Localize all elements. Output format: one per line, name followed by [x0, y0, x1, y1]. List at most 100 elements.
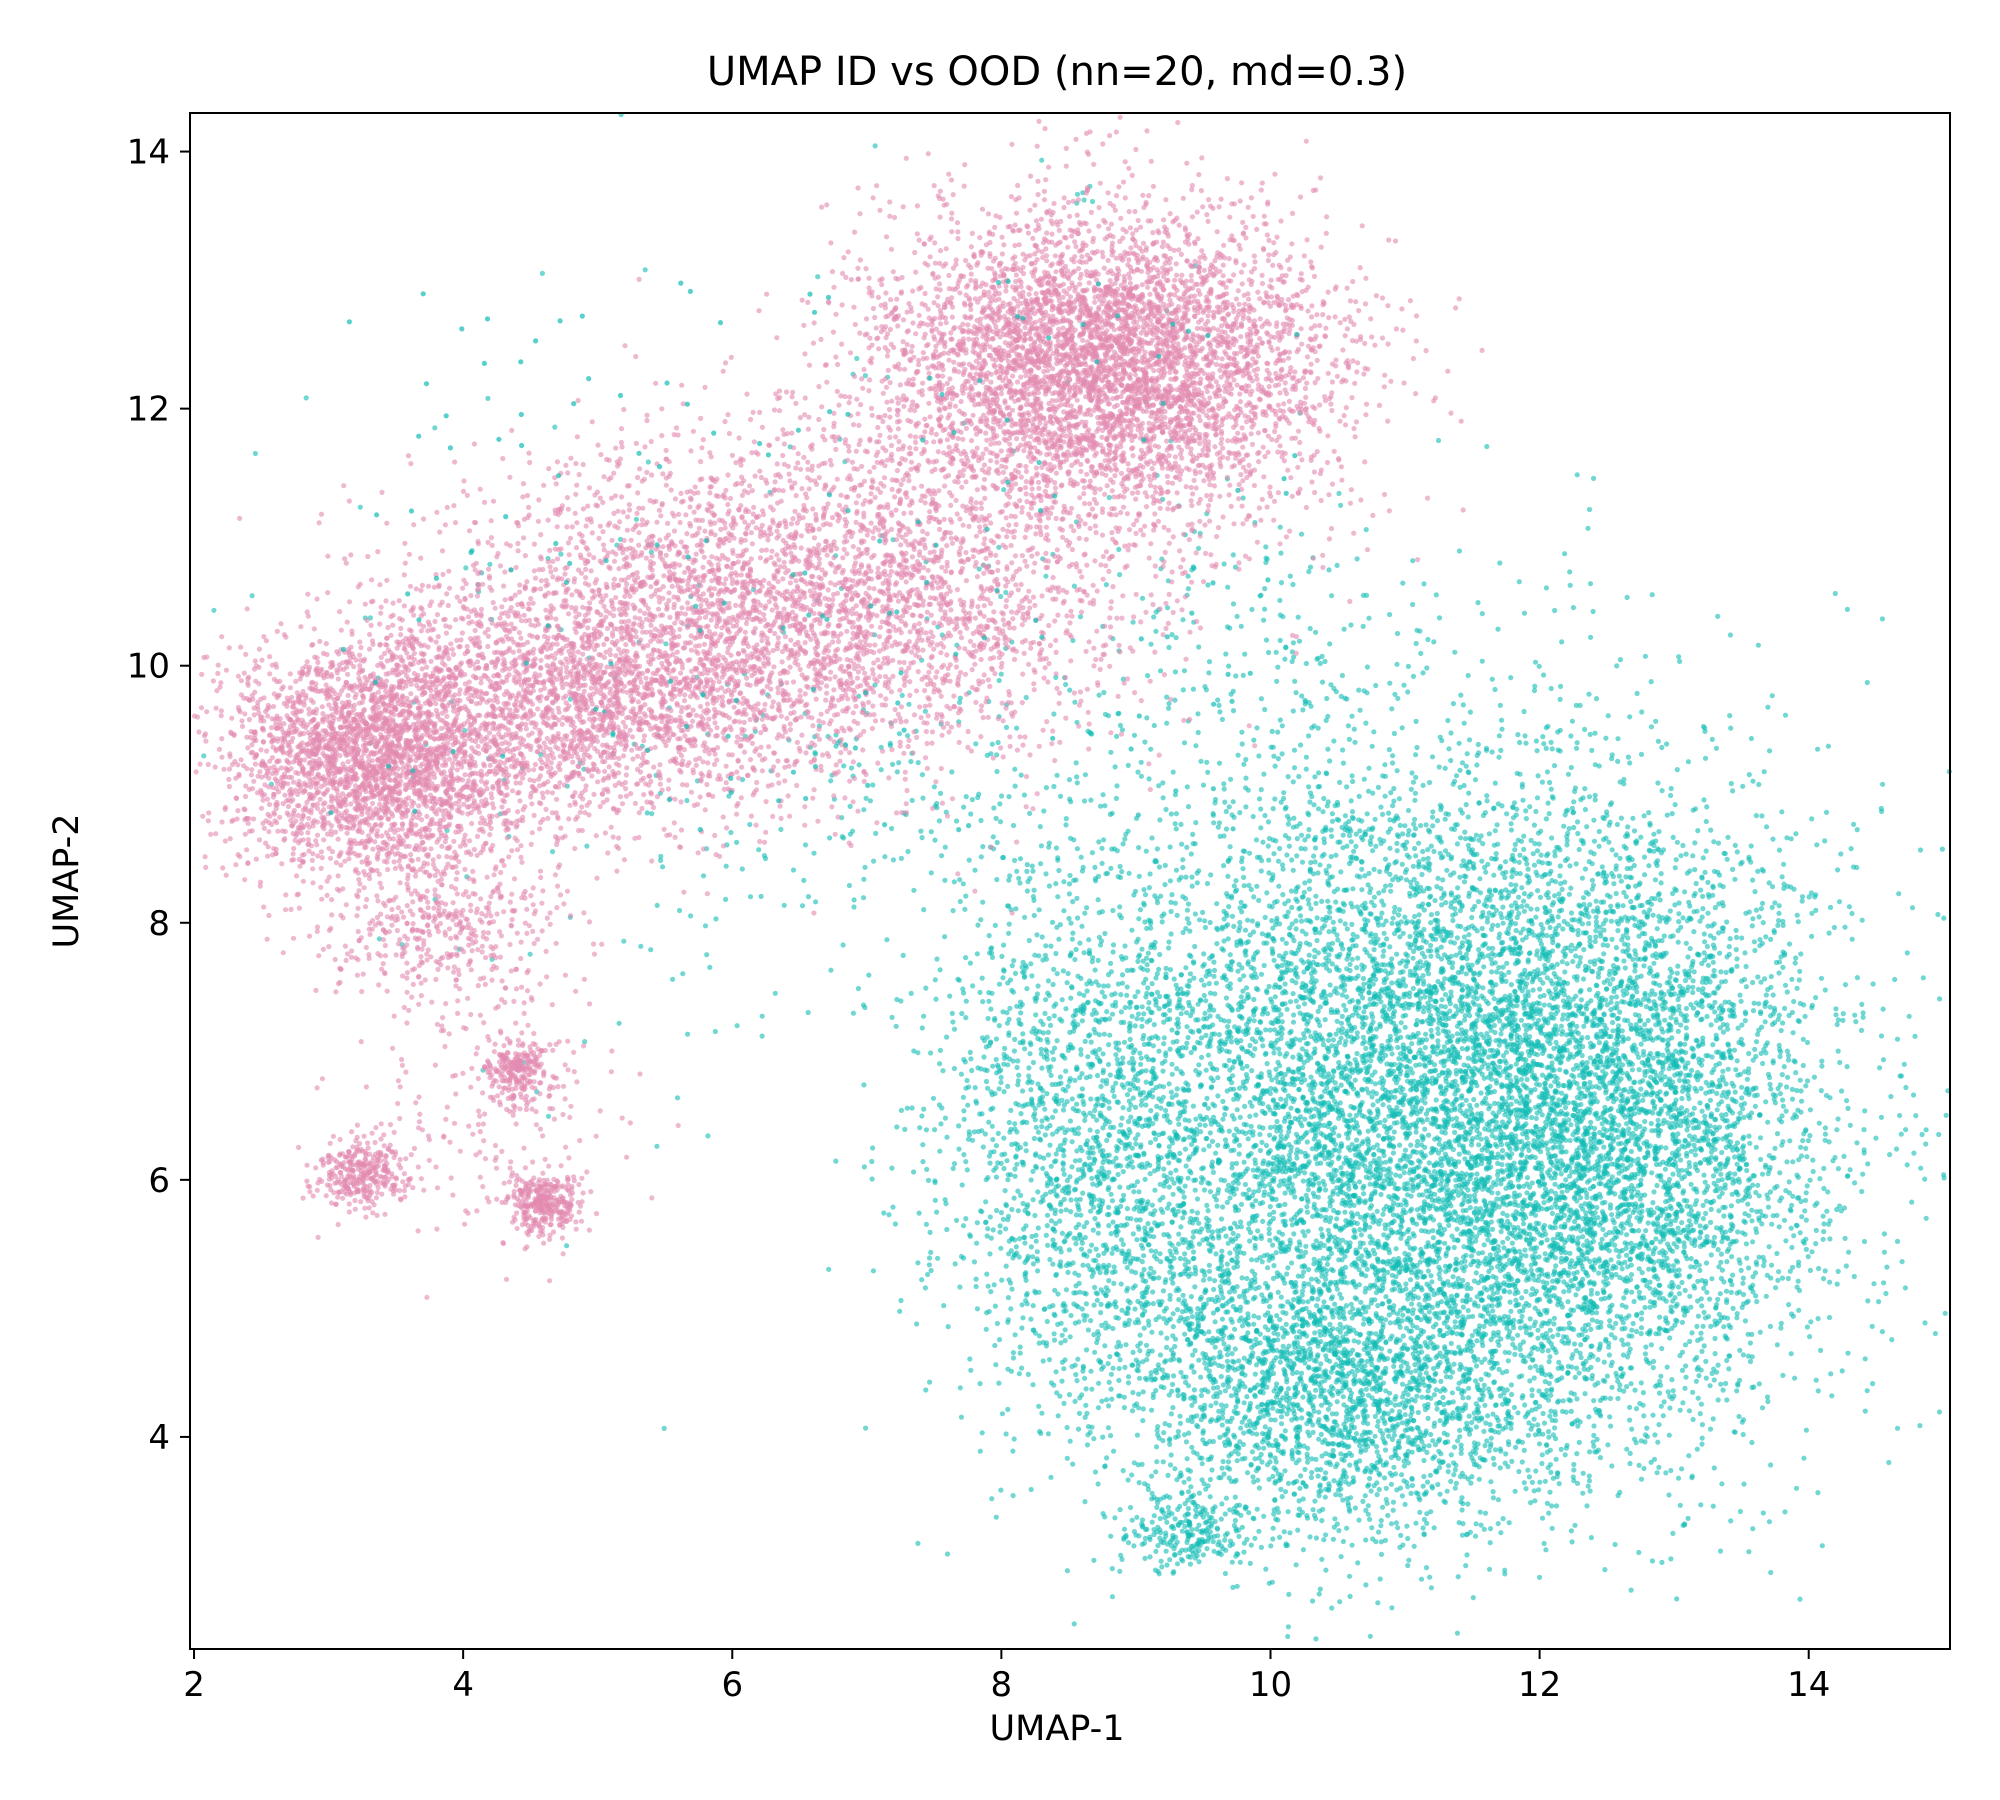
scatter-point: [1677, 1291, 1682, 1296]
scatter-point: [1933, 1331, 1938, 1336]
scatter-point: [1698, 1331, 1703, 1336]
scatter-point: [1537, 1441, 1542, 1446]
scatter-point: [1286, 1624, 1291, 1629]
scatter-point: [1368, 842, 1373, 847]
scatter-point: [1544, 585, 1549, 590]
scatter-point: [1238, 1061, 1243, 1066]
scatter-point: [1615, 928, 1620, 933]
scatter-point: [1662, 1399, 1667, 1404]
scatter-point: [1147, 776, 1152, 781]
scatter-point: [1222, 916, 1227, 921]
scatter-point: [1254, 837, 1259, 842]
scatter-point: [1299, 693, 1304, 698]
scatter-point: [1842, 925, 1847, 930]
scatter-point: [884, 937, 889, 942]
scatter-point: [1094, 1247, 1099, 1252]
scatter-point: [1670, 811, 1675, 816]
scatter-point: [1414, 1394, 1419, 1399]
scatter-point: [1546, 881, 1551, 886]
scatter-point: [1628, 899, 1633, 904]
scatter-point: [1461, 1305, 1466, 1310]
scatter-point: [1855, 975, 1860, 980]
scatter-point: [1115, 848, 1120, 853]
scatter-point: [1110, 1198, 1115, 1203]
scatter-point: [1421, 857, 1426, 862]
scatter-point: [1379, 1552, 1384, 1557]
scatter-point: [1338, 1165, 1343, 1170]
scatter-point: [1229, 1039, 1234, 1044]
scatter-point: [1576, 1086, 1581, 1091]
scatter-point: [1495, 842, 1500, 847]
scatter-point: [1217, 1032, 1222, 1037]
scatter-point: [1816, 1388, 1821, 1393]
scatter-point: [1209, 1084, 1214, 1089]
scatter-point: [1169, 1411, 1174, 1416]
scatter-point: [1569, 1528, 1574, 1533]
scatter-point: [1733, 1067, 1738, 1072]
scatter-point: [1128, 1037, 1133, 1042]
scatter-point: [1404, 1202, 1409, 1207]
scatter-point: [1369, 1094, 1374, 1099]
scatter-point: [1211, 811, 1216, 816]
scatter-point: [1660, 788, 1665, 793]
scatter-point: [1389, 980, 1394, 985]
scatter-point: [1638, 835, 1643, 840]
scatter-point: [1348, 968, 1353, 973]
scatter-point: [1353, 844, 1358, 849]
scatter-point: [1452, 779, 1457, 784]
scatter-point: [1335, 991, 1340, 996]
scatter-point: [1102, 994, 1107, 999]
scatter-point: [1373, 844, 1378, 849]
scatter-point: [1552, 608, 1557, 613]
scatter-point: [1513, 842, 1518, 847]
scatter-point: [1750, 779, 1755, 784]
scatter-point: [1870, 1324, 1875, 1329]
scatter-point: [1523, 808, 1528, 813]
scatter-point: [1421, 1458, 1426, 1463]
scatter-point: [1739, 999, 1744, 1004]
scatter-point: [1453, 1325, 1458, 1330]
scatter-point: [1621, 958, 1626, 963]
scatter-point: [1492, 996, 1497, 1001]
scatter-point: [1661, 1413, 1666, 1418]
scatter-point: [986, 1016, 991, 1021]
scatter-point: [1732, 1048, 1737, 1053]
scatter-point: [1593, 934, 1598, 939]
scatter-point: [1756, 1028, 1761, 1033]
scatter-point: [1362, 777, 1367, 782]
scatter-point: [1799, 1214, 1804, 1219]
scatter-point: [1322, 852, 1327, 857]
scatter-point: [1251, 997, 1256, 1002]
scatter-point: [1323, 1277, 1328, 1282]
scatter-point: [1260, 1219, 1265, 1224]
scatter-point: [1133, 1023, 1138, 1028]
scatter-point: [1028, 1317, 1033, 1322]
scatter-point: [1152, 893, 1157, 898]
scatter-point: [1632, 968, 1637, 973]
scatter-point: [1517, 1249, 1522, 1254]
scatter-point: [1271, 806, 1276, 811]
scatter-point: [1476, 1142, 1481, 1147]
scatter-point: [1917, 1423, 1922, 1428]
scatter-point: [1604, 880, 1609, 885]
scatter-point: [1102, 803, 1107, 808]
scatter-point: [1313, 1388, 1318, 1393]
scatter-point: [1394, 1246, 1399, 1251]
scatter-point: [1202, 1187, 1207, 1192]
scatter-point: [1428, 894, 1433, 899]
scatter-point: [1311, 854, 1316, 859]
scatter-point: [1230, 1065, 1235, 1070]
scatter-point: [1676, 1476, 1681, 1481]
scatter-point: [1492, 912, 1497, 917]
scatter-point: [1110, 1566, 1115, 1571]
scatter-point: [1199, 1180, 1204, 1185]
scatter-point: [1316, 1410, 1321, 1415]
scatter-point: [1342, 1064, 1347, 1069]
scatter-point: [1230, 1113, 1235, 1118]
scatter-point: [1778, 1325, 1783, 1330]
scatter-point: [1235, 1107, 1240, 1112]
scatter-point: [1790, 1159, 1795, 1164]
scatter-point: [1801, 1456, 1806, 1461]
scatter-point: [1350, 773, 1355, 778]
scatter-point: [1716, 1208, 1721, 1213]
